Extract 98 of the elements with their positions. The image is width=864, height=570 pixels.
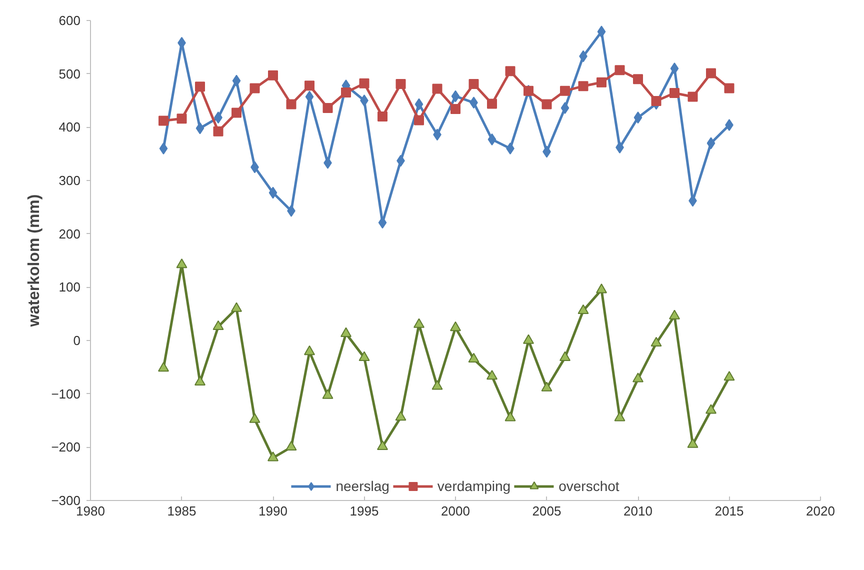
point bbox=[504, 412, 516, 422]
point bbox=[724, 83, 734, 94]
point bbox=[341, 88, 351, 98]
legend-label: overschot bbox=[558, 478, 620, 494]
point bbox=[486, 370, 498, 380]
point bbox=[614, 65, 625, 76]
y-tick-label: 100 bbox=[58, 280, 81, 295]
point bbox=[670, 88, 680, 98]
legend-label: neerslag bbox=[336, 478, 390, 494]
point bbox=[614, 412, 626, 422]
point bbox=[322, 102, 333, 113]
x-tick-label: 2005 bbox=[532, 504, 562, 518]
point bbox=[414, 318, 424, 328]
y-tick-label: 600 bbox=[58, 13, 81, 28]
point bbox=[578, 81, 588, 92]
point bbox=[304, 80, 314, 91]
x-tick-label: 1995 bbox=[350, 504, 379, 518]
point bbox=[176, 258, 188, 268]
point bbox=[432, 84, 442, 94]
point bbox=[414, 98, 424, 110]
point bbox=[669, 310, 680, 320]
y-tick-label: 500 bbox=[58, 66, 81, 82]
point bbox=[560, 102, 570, 114]
point bbox=[634, 112, 642, 124]
x-tick-label: 1990 bbox=[258, 504, 288, 518]
y-axis-title: waterkolom (mm) bbox=[26, 194, 44, 328]
point bbox=[542, 99, 552, 110]
point bbox=[596, 77, 606, 88]
y-tick-label: −200 bbox=[51, 440, 81, 455]
point bbox=[468, 352, 480, 363]
point bbox=[688, 92, 698, 102]
point bbox=[212, 320, 224, 330]
point bbox=[724, 371, 735, 381]
point bbox=[249, 413, 260, 423]
x-tick-label: 2015 bbox=[714, 504, 744, 518]
y-tick-label: 300 bbox=[58, 173, 81, 188]
y-tick-label: 200 bbox=[58, 226, 81, 242]
point bbox=[250, 83, 260, 94]
point bbox=[268, 452, 278, 462]
point bbox=[650, 336, 662, 347]
point bbox=[378, 112, 388, 122]
point bbox=[450, 104, 460, 114]
point bbox=[194, 376, 206, 386]
x-tick-label: 2000 bbox=[441, 504, 470, 518]
point bbox=[322, 389, 334, 399]
point bbox=[158, 116, 168, 126]
point bbox=[468, 78, 479, 89]
y-tick-label: 0 bbox=[73, 333, 81, 348]
point bbox=[195, 82, 205, 92]
point bbox=[196, 122, 204, 134]
point bbox=[560, 351, 570, 361]
point bbox=[396, 78, 406, 89]
point bbox=[706, 68, 716, 78]
y-tick-label: −100 bbox=[51, 386, 81, 402]
x-tick-label: 1985 bbox=[167, 504, 196, 518]
point bbox=[488, 133, 496, 146]
point bbox=[541, 382, 552, 392]
point bbox=[523, 334, 534, 344]
point bbox=[231, 302, 242, 312]
point bbox=[158, 362, 169, 372]
point bbox=[286, 99, 296, 110]
point bbox=[651, 96, 662, 106]
x-tick-label: 2010 bbox=[624, 504, 652, 518]
point bbox=[633, 74, 643, 84]
point bbox=[451, 90, 460, 102]
point bbox=[340, 327, 352, 337]
point bbox=[358, 351, 370, 361]
x-tick-label: 2020 bbox=[806, 504, 835, 518]
point bbox=[670, 62, 679, 74]
point bbox=[450, 321, 461, 332]
point bbox=[286, 440, 297, 451]
point bbox=[706, 137, 716, 150]
point bbox=[596, 284, 607, 294]
point bbox=[632, 372, 644, 382]
point bbox=[505, 66, 516, 76]
point bbox=[360, 94, 368, 106]
point bbox=[578, 304, 589, 314]
point bbox=[176, 114, 187, 124]
point bbox=[377, 440, 388, 450]
point bbox=[232, 108, 242, 118]
legend-label: verdamping bbox=[437, 478, 511, 494]
point bbox=[597, 26, 606, 38]
point bbox=[687, 438, 698, 448]
point bbox=[706, 404, 716, 414]
point bbox=[213, 126, 224, 136]
point bbox=[432, 380, 443, 390]
point bbox=[414, 115, 424, 126]
point bbox=[159, 142, 168, 154]
y-tick-label: 400 bbox=[58, 120, 81, 135]
point bbox=[487, 98, 497, 109]
point bbox=[560, 86, 570, 96]
point bbox=[395, 411, 406, 421]
point bbox=[359, 78, 370, 88]
point bbox=[232, 74, 241, 87]
point bbox=[506, 142, 514, 154]
point bbox=[268, 70, 278, 80]
point bbox=[304, 345, 315, 356]
point bbox=[268, 186, 278, 199]
